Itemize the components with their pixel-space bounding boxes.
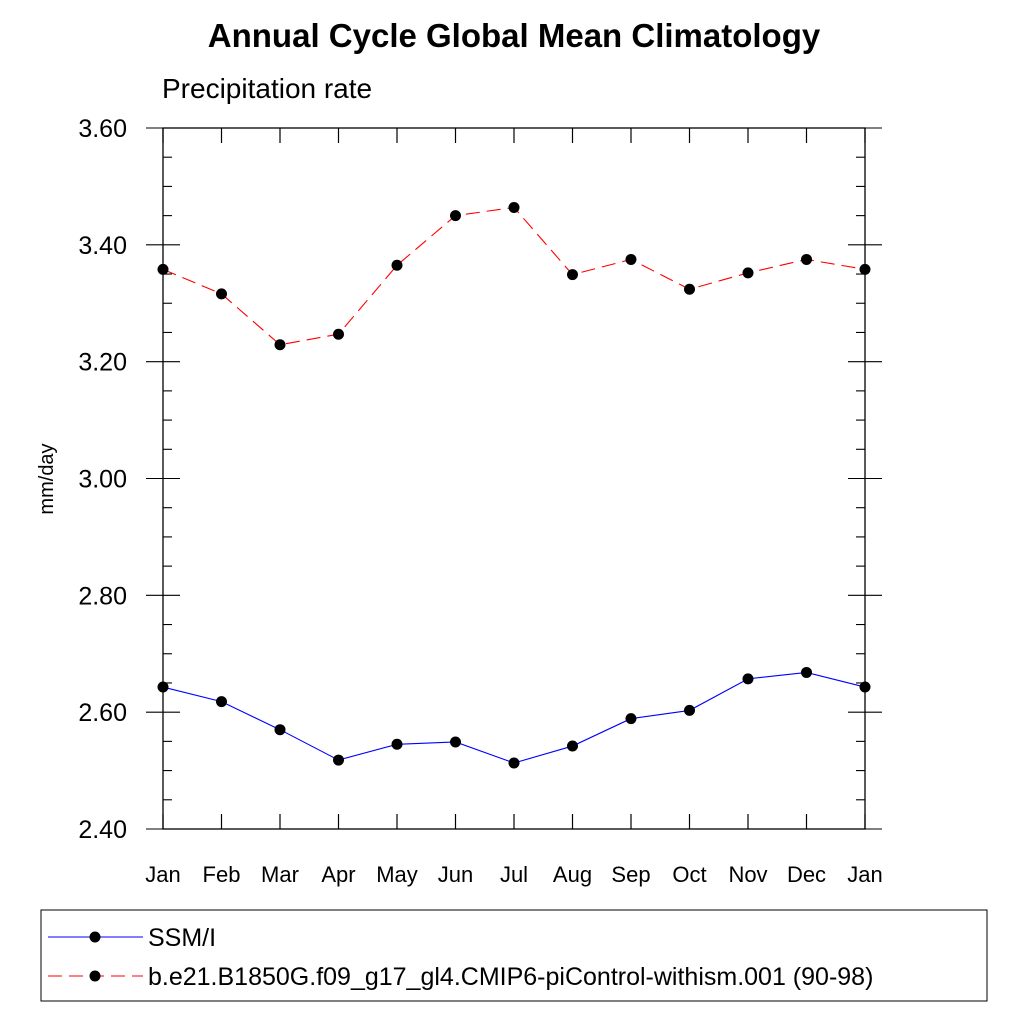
series-line: [162, 206, 866, 346]
legend-label: b.e21.B1850G.f09_g17_gl4.CMIP6-piControl…: [148, 963, 873, 991]
series-1: [157, 666, 871, 769]
data-point: [508, 757, 520, 769]
data-point: [684, 283, 695, 295]
data-point: [450, 736, 461, 748]
x-tick-label: Apr: [321, 862, 355, 887]
axis-ticks: [146, 127, 882, 830]
y-tick-label: 2.60: [78, 699, 127, 727]
y-tick-label: 2.40: [78, 816, 127, 844]
data-point: [274, 339, 286, 351]
y-tick-label: 3.60: [78, 115, 127, 143]
data-point: [450, 210, 461, 222]
y-tick-label: 2.80: [78, 582, 127, 610]
x-tick-label: Aug: [553, 862, 592, 887]
x-tick-label: Mar: [261, 862, 299, 887]
chart-subtitle: Precipitation rate: [162, 73, 372, 104]
x-tick-label: Feb: [203, 862, 241, 887]
data-point: [333, 328, 344, 340]
x-tick-label: Oct: [672, 862, 706, 887]
legend-marker: [89, 970, 101, 982]
y-tick-label: 3.00: [78, 466, 127, 494]
data-point: [801, 253, 812, 265]
x-tick-label: Jun: [438, 862, 473, 887]
data-point: [333, 754, 344, 766]
series-line: [162, 671, 866, 764]
data-point: [742, 267, 754, 279]
data-point: [742, 673, 754, 685]
data-point: [625, 253, 637, 265]
data-point: [391, 259, 403, 271]
y-tick-label: 3.20: [78, 349, 127, 377]
y-axis-label: mm/day: [36, 443, 58, 514]
data-point: [216, 288, 227, 300]
series-2: [157, 201, 871, 351]
legend-label: SSM/I: [148, 924, 216, 952]
data-point: [684, 704, 695, 716]
data-point: [274, 724, 286, 736]
y-tick-label: 3.40: [78, 232, 127, 260]
data-point: [567, 740, 578, 752]
series-layer: [157, 201, 871, 769]
legend-marker: [89, 931, 101, 943]
x-tick-label: Dec: [787, 862, 826, 887]
x-tick-label: May: [376, 862, 418, 887]
x-tick-label: Sep: [611, 862, 650, 887]
data-point: [567, 269, 578, 281]
chart-title: Annual Cycle Global Mean Climatology: [208, 17, 821, 54]
data-point: [391, 738, 403, 750]
legend-item: b.e21.B1850G.f09_g17_gl4.CMIP6-piControl…: [48, 963, 873, 991]
data-point: [859, 263, 871, 275]
legend-box: [40, 909, 988, 1002]
x-tick-label: Jan: [847, 862, 882, 887]
data-point: [157, 681, 169, 693]
data-point: [801, 666, 812, 678]
legend: SSM/I b.e21.B1850G.f09_g17_gl4.CMIP6-piCo…: [48, 924, 873, 991]
data-point: [625, 713, 637, 725]
x-tick-label: Nov: [728, 862, 767, 887]
data-point: [508, 201, 520, 213]
x-tick-label: Jan: [145, 862, 180, 887]
data-point: [157, 263, 169, 275]
legend-item: SSM/I: [48, 924, 216, 952]
data-point: [859, 681, 871, 693]
y-tick-labels: 2.40 2.60 2.80 3.00 3.20 3.40 3.60: [78, 115, 127, 844]
x-tick-labels: Jan Feb Mar Apr May Jun Jul Aug Sep Oct Nov Dec Jan: [145, 862, 882, 887]
data-point: [216, 696, 227, 708]
x-tick-label: Jul: [500, 862, 528, 887]
